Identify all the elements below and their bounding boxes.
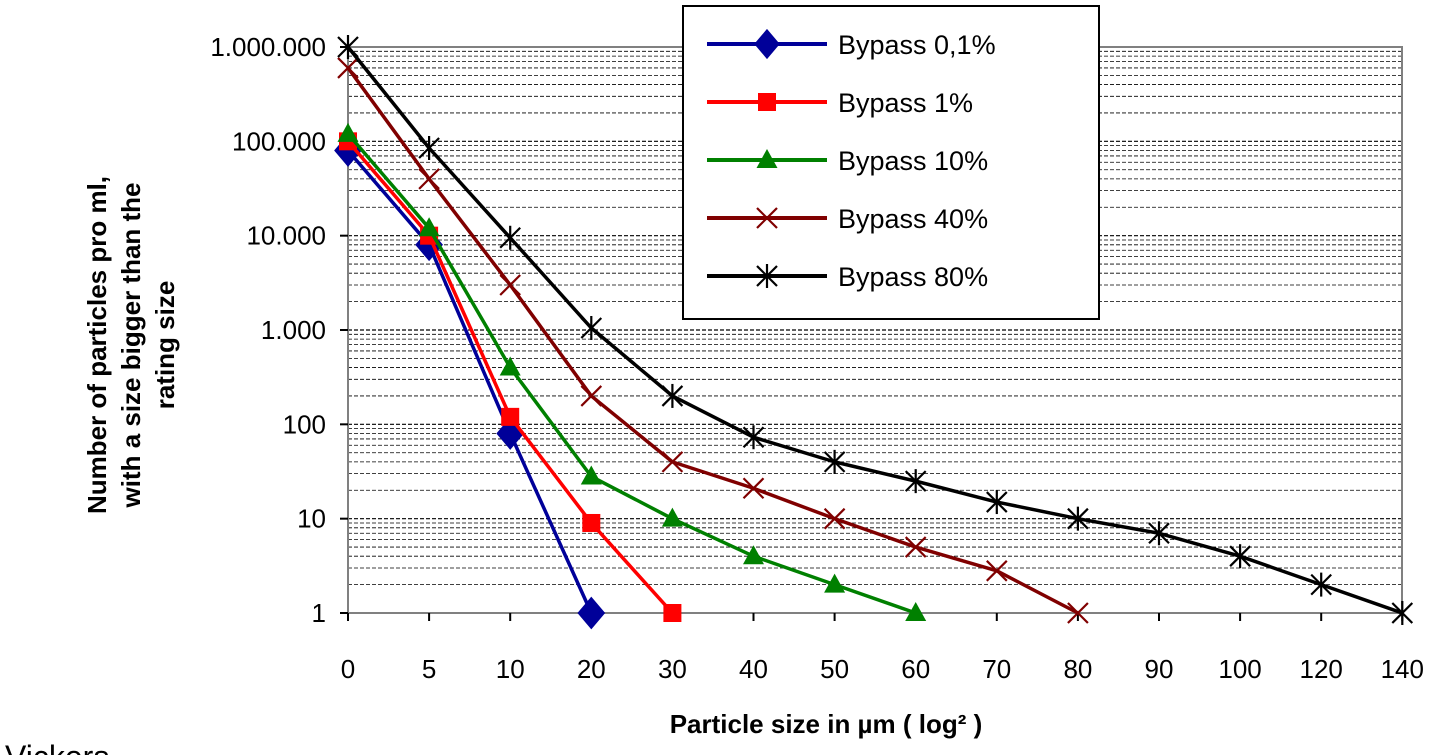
legend-item: Bypass 1% xyxy=(707,88,973,118)
data-point xyxy=(582,513,601,532)
data-point xyxy=(1310,572,1332,597)
data-point xyxy=(743,545,764,565)
x-tick-label: 90 xyxy=(1145,654,1174,684)
data-point xyxy=(1067,506,1089,531)
series-bypass-80- xyxy=(337,35,1414,625)
series-line xyxy=(346,149,593,614)
legend-marker xyxy=(756,207,778,229)
data-point xyxy=(823,507,846,530)
data-point xyxy=(742,477,765,500)
data-point xyxy=(823,449,846,474)
legend-label: Bypass 80% xyxy=(838,262,988,292)
data-point xyxy=(577,596,606,630)
legend-box xyxy=(682,5,1100,320)
data-point xyxy=(904,469,927,494)
x-tick-label: 120 xyxy=(1300,654,1343,684)
legend-item: Bypass 0,1% xyxy=(707,28,996,60)
y-axis-title-line-2: with a size bigger than the xyxy=(116,182,146,508)
y-tick-label: 10 xyxy=(297,504,326,534)
x-axis-title: Particle size in µm ( log² ) xyxy=(670,709,983,739)
x-tick-label: 60 xyxy=(901,654,930,684)
x-tick-label: 20 xyxy=(577,654,606,684)
series-line xyxy=(346,45,1403,615)
y-tick-label: 100 xyxy=(283,409,326,439)
series-bypass-40- xyxy=(337,57,1089,624)
data-point xyxy=(499,274,521,296)
legend-item: Bypass 80% xyxy=(707,262,988,292)
x-tick-label: 5 xyxy=(422,654,436,684)
y-tick-label: 10.000 xyxy=(246,221,326,251)
data-point xyxy=(418,168,440,190)
series-bypass-1- xyxy=(339,132,682,622)
x-tick-label: 0 xyxy=(341,654,355,684)
data-point xyxy=(663,604,682,622)
data-point xyxy=(501,407,520,426)
y-axis-title: Number of particles pro ml, with a size … xyxy=(82,176,180,514)
x-tick-label: 80 xyxy=(1063,654,1092,684)
data-point xyxy=(1229,544,1251,569)
legend-label: Bypass 10% xyxy=(838,146,988,176)
grid-lines xyxy=(348,50,1402,586)
data-point xyxy=(499,225,521,250)
series-bypass-0-1- xyxy=(334,134,606,630)
y-tick-label: 100.000 xyxy=(232,126,326,156)
legend-item: Bypass 40% xyxy=(707,204,988,234)
data-point xyxy=(904,536,927,558)
footer-label: Vickers xyxy=(5,739,109,755)
data-point xyxy=(1067,602,1089,624)
legend-marker xyxy=(756,264,778,288)
series-line xyxy=(346,66,1079,615)
x-tick-label: 70 xyxy=(982,654,1011,684)
data-point xyxy=(905,602,927,621)
data-point xyxy=(580,385,603,407)
data-point xyxy=(824,573,846,593)
series-line xyxy=(346,132,917,615)
x-tick-label: 50 xyxy=(820,654,849,684)
y-axis-title-line-1: Number of particles pro ml, xyxy=(82,176,112,514)
data-point xyxy=(661,451,684,473)
x-axis-ticks: 0 5 10 20 30 40 50 60 70 80 90 100 120 140 xyxy=(341,613,1424,684)
x-tick-label: 100 xyxy=(1218,654,1261,684)
x-tick-label: 140 xyxy=(1381,654,1424,684)
data-point xyxy=(986,490,1008,515)
legend-item: Bypass 10% xyxy=(707,146,988,176)
legend-label: Bypass 40% xyxy=(838,204,988,234)
y-tick-label: 1.000.000 xyxy=(210,32,326,62)
data-point xyxy=(418,135,440,160)
x-tick-label: 30 xyxy=(658,654,687,684)
legend-label: Bypass 1% xyxy=(838,88,973,118)
series-lines xyxy=(334,35,1414,630)
x-tick-label: 40 xyxy=(739,654,768,684)
data-point xyxy=(418,217,440,237)
legend-marker xyxy=(758,93,776,111)
data-point xyxy=(661,383,684,408)
data-point xyxy=(337,122,359,142)
data-point xyxy=(337,35,359,59)
data-point xyxy=(499,356,521,376)
data-point xyxy=(661,507,683,527)
data-point xyxy=(1391,601,1414,625)
legend-label: Bypass 0,1% xyxy=(838,30,996,60)
legend-marker xyxy=(754,28,780,60)
legend: Bypass 0,1% Bypass 1% Bypass 10% Bypass 40%… xyxy=(682,5,1100,320)
y-axis-title-line-3: rating size xyxy=(150,281,180,410)
data-point xyxy=(742,425,765,450)
y-tick-label: 1 xyxy=(312,598,326,628)
series-line xyxy=(346,140,674,615)
data-point xyxy=(580,465,602,485)
y-tick-label: 1.000 xyxy=(261,315,326,345)
legend-marker xyxy=(756,149,778,168)
data-point xyxy=(1148,521,1170,546)
data-point xyxy=(986,560,1008,582)
data-point xyxy=(337,57,359,79)
data-point xyxy=(580,316,603,341)
y-axis-ticks: 1 10 100 1.000 10.000 100.000 1.000.000 xyxy=(210,32,348,628)
series-bypass-10- xyxy=(337,122,927,621)
x-tick-label: 10 xyxy=(496,654,525,684)
